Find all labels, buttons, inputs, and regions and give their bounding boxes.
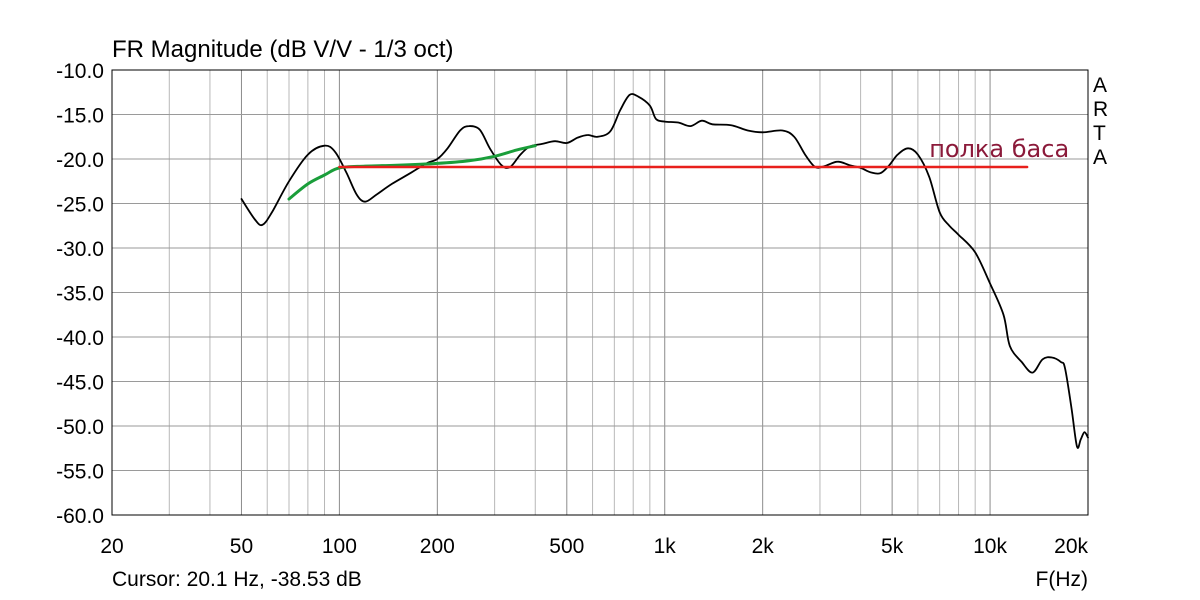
y-tick-label: -30.0 <box>56 238 104 261</box>
y-tick-label: -20.0 <box>56 149 104 172</box>
logo-letter: T <box>1093 122 1106 145</box>
series-layer <box>240 93 1089 449</box>
plot-area-frame <box>111 69 1089 516</box>
annotation-label: полка баса <box>929 135 1069 163</box>
y-tick-label: -35.0 <box>56 283 104 306</box>
y-tick-label: -50.0 <box>56 416 104 439</box>
grid <box>112 70 1088 515</box>
y-tick-label: -45.0 <box>56 372 104 395</box>
x-tick-label: 20k <box>1054 535 1088 558</box>
x-tick-label: 100 <box>322 535 357 558</box>
cursor-readout: Cursor: 20.1 Hz, -38.53 dB <box>112 568 362 591</box>
x-tick-label: 500 <box>549 535 584 558</box>
series-line-2 <box>287 144 537 201</box>
x-tick-label: 10k <box>973 535 1007 558</box>
logo-letter: R <box>1093 98 1108 121</box>
y-tick-label: -25.0 <box>56 194 104 217</box>
x-tick-label: 5k <box>881 535 904 558</box>
series-line-1 <box>240 93 1089 449</box>
y-tick-label: -60.0 <box>56 505 104 528</box>
chart-title: FR Magnitude (dB V/V - 1/3 oct) <box>112 36 453 63</box>
x-tick-label: 1k <box>654 535 677 558</box>
y-axis-ticks: -10.0 -15.0 -20.0 -25.0 -30.0 -35.0 -40.0 -45.0… <box>56 60 104 528</box>
y-tick-label: -40.0 <box>56 327 104 350</box>
x-axis-ticks: 20 50 100 200 500 1k 2k 5k 10k 20k <box>100 535 1088 558</box>
y-tick-label: -10.0 <box>56 60 104 83</box>
logo-letter: A <box>1093 74 1107 97</box>
x-tick-label: 20 <box>100 535 123 558</box>
y-tick-label: -55.0 <box>56 461 104 484</box>
logo-letter: A <box>1093 146 1107 169</box>
x-tick-label: 200 <box>420 535 455 558</box>
x-tick-label: 2k <box>752 535 775 558</box>
x-axis-label: F(Hz) <box>1036 568 1088 591</box>
y-tick-label: -15.0 <box>56 105 104 128</box>
x-tick-label: 50 <box>230 535 253 558</box>
annotations: полка баса <box>929 135 1069 163</box>
